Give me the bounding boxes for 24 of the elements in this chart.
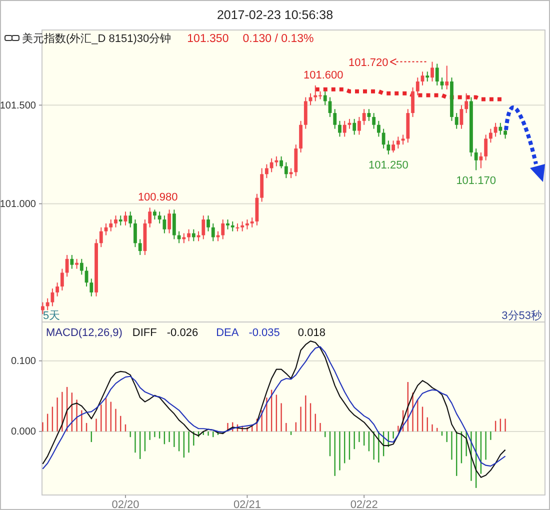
y-tick-label: 0.100	[10, 356, 36, 368]
y-tick-label: 101.000	[0, 198, 36, 210]
annotation: -0.026	[166, 327, 198, 339]
chart-title: 2017-02-23 10:56:38	[216, 8, 334, 22]
chart-subtitle: 美元指数(外汇_D 8151)30分钟	[22, 32, 172, 45]
annotation: -0.035	[248, 327, 280, 339]
y-tick-label: 101.500	[0, 100, 36, 112]
annotation: 101.720	[348, 56, 388, 69]
text: 101.350	[187, 33, 229, 45]
annotation: 5天	[43, 310, 60, 322]
x-tick-label: 02/20	[112, 499, 140, 510]
annotation: 0.018	[298, 327, 326, 339]
text: DIFF	[132, 327, 158, 339]
annotation: 3分53秒	[502, 310, 542, 322]
annotation: 101.250	[368, 159, 408, 172]
x-tick-label: 02/21	[233, 499, 261, 510]
x-tick-label: 02/22	[350, 499, 378, 510]
annotation: 100.980	[138, 192, 178, 204]
text: 0.130 / 0.13%	[242, 33, 314, 45]
annotation: 101.170	[456, 175, 496, 188]
text: MACD(12,26,9)	[46, 327, 122, 339]
text: DEA	[216, 327, 240, 339]
y-tick-label: 0.000	[10, 426, 36, 438]
annotation: 101.600	[304, 69, 344, 82]
